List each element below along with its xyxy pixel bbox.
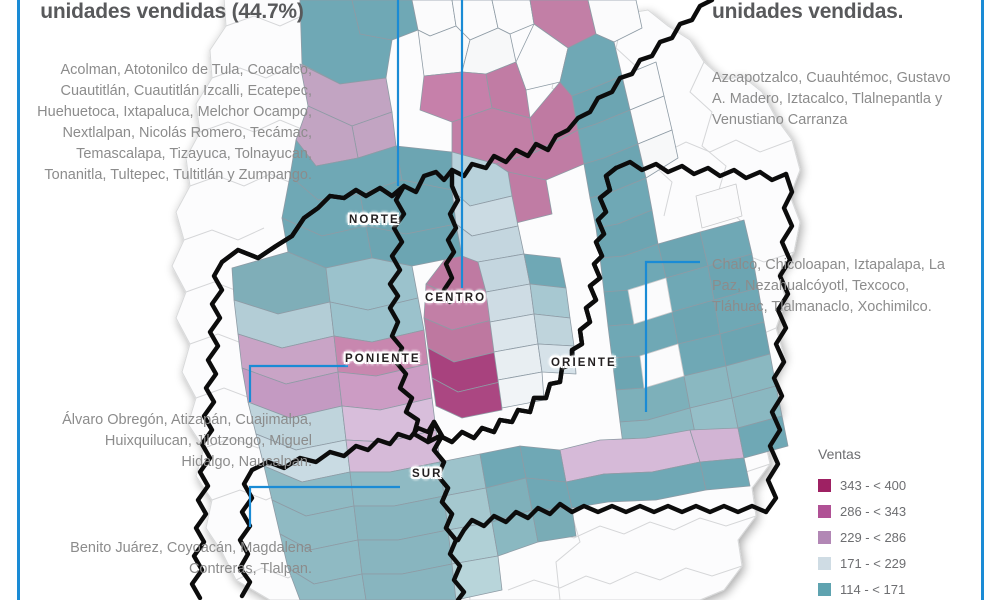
legend-row: 286 - < 343 xyxy=(818,498,906,524)
centro-municipality-list: Azcapotzalco, Cuauhtémoc, Gustavo A. Mad… xyxy=(712,70,951,128)
map-region-label-norte: NORTE xyxy=(349,214,400,226)
right-frame-rule xyxy=(981,0,984,600)
map-region-label-oriente: ORIENTE xyxy=(551,357,617,369)
leader-oriente xyxy=(644,260,700,412)
map-legend: Ventas 343 - < 400 286 - < 343 229 - < 2… xyxy=(818,446,906,600)
left-frame-rule xyxy=(17,0,20,600)
poniente-municipality-list: Álvaro Obregón, Atizapán, Cuajimalpa, Hu… xyxy=(62,412,312,470)
leader-poniente xyxy=(248,364,348,402)
legend-swatch xyxy=(818,504,831,518)
legend-row: 229 - < 286 xyxy=(818,524,906,550)
legend-swatch xyxy=(818,556,831,570)
sur-municipality-list: Benito Juárez, Coyoacán, Magdalena Contr… xyxy=(70,540,312,577)
legend-swatch xyxy=(818,530,831,544)
legend-label: 171 - < 229 xyxy=(840,555,907,571)
oriente-municipality-list: Chalco, Chicoloapan, Iztapalapa, La Paz,… xyxy=(712,257,945,315)
legend-label: 286 - < 343 xyxy=(840,503,907,519)
leader-sur xyxy=(248,485,400,527)
map-region-label-poniente: PONIENTE xyxy=(345,353,421,365)
legend-swatch xyxy=(818,478,831,492)
legend-row: 171 - < 229 xyxy=(818,550,906,576)
legend-title: Ventas xyxy=(818,446,861,462)
map-region-boundaries xyxy=(189,0,795,600)
norte-municipality-list: Acolman, Atotonilco de Tula, Coacalco, C… xyxy=(37,62,312,183)
legend-label: 343 - < 400 xyxy=(840,477,907,493)
legend-label: 114 - < 171 xyxy=(840,581,906,597)
map-region-label-centro: CENTRO xyxy=(425,292,487,304)
norte-headline: como líder con 5,412 unidades vendidas (… xyxy=(40,0,304,23)
legend-label: 229 - < 286 xyxy=(840,529,907,545)
centro-headline: con un total de 1,656 unidades vendidas. xyxy=(712,0,904,23)
map-region-label-sur: SUR xyxy=(412,468,443,480)
legend-row: 114 - < 171 xyxy=(818,576,906,600)
legend-row: 343 - < 400 xyxy=(818,472,906,498)
legend-swatch xyxy=(818,582,831,596)
